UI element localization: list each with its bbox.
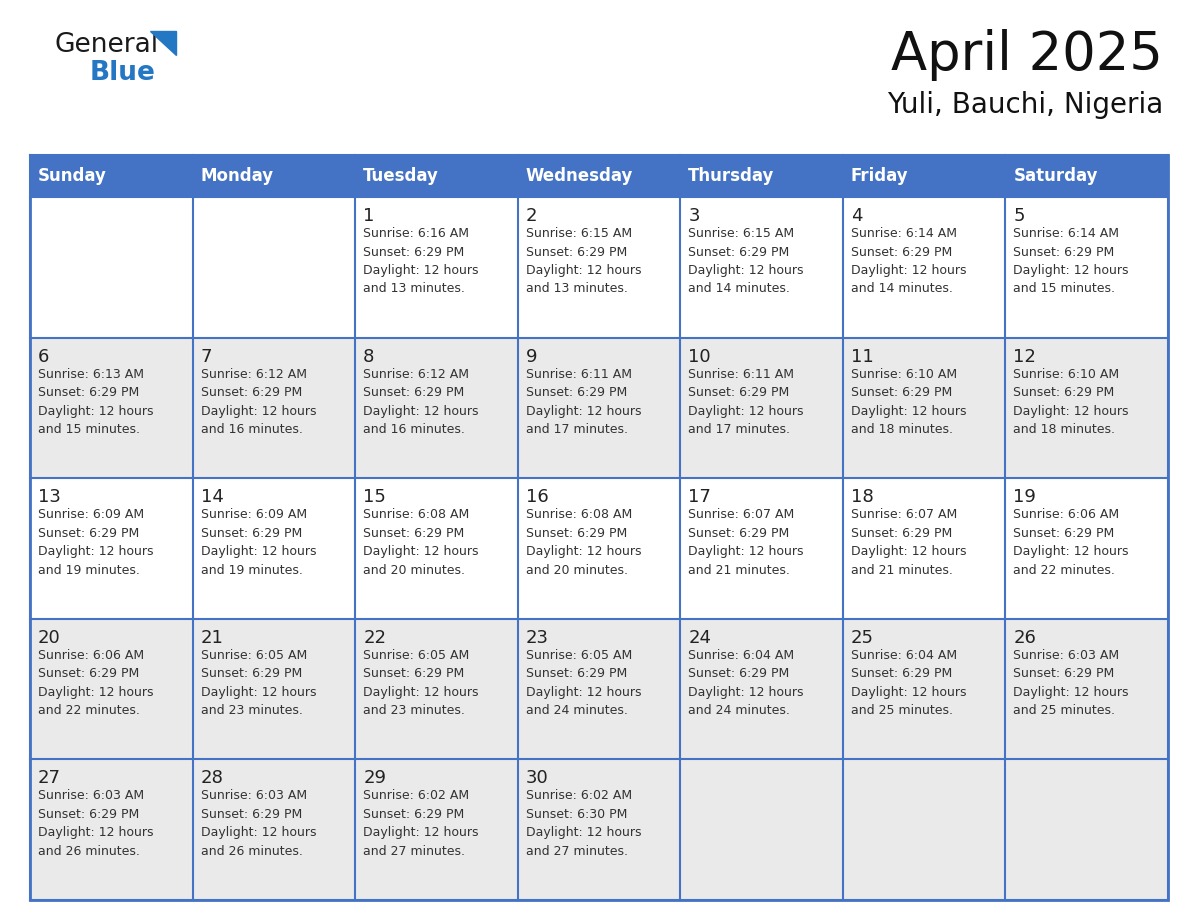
- Bar: [355, 155, 518, 197]
- Text: General: General: [55, 32, 159, 58]
- Bar: [30, 619, 1168, 759]
- Bar: [30, 338, 1168, 478]
- Text: 25: 25: [851, 629, 874, 647]
- Text: Sunrise: 6:15 AM
Sunset: 6:29 PM
Daylight: 12 hours
and 14 minutes.: Sunrise: 6:15 AM Sunset: 6:29 PM Dayligh…: [688, 227, 804, 296]
- Text: Blue: Blue: [90, 60, 156, 86]
- Text: 12: 12: [1013, 348, 1036, 365]
- Text: Sunrise: 6:04 AM
Sunset: 6:29 PM
Daylight: 12 hours
and 24 minutes.: Sunrise: 6:04 AM Sunset: 6:29 PM Dayligh…: [688, 649, 804, 717]
- Text: Sunrise: 6:09 AM
Sunset: 6:29 PM
Daylight: 12 hours
and 19 minutes.: Sunrise: 6:09 AM Sunset: 6:29 PM Dayligh…: [38, 509, 153, 577]
- Text: Sunrise: 6:05 AM
Sunset: 6:29 PM
Daylight: 12 hours
and 24 minutes.: Sunrise: 6:05 AM Sunset: 6:29 PM Dayligh…: [526, 649, 642, 717]
- Text: 16: 16: [526, 488, 549, 506]
- Text: Sunrise: 6:02 AM
Sunset: 6:30 PM
Daylight: 12 hours
and 27 minutes.: Sunrise: 6:02 AM Sunset: 6:30 PM Dayligh…: [526, 789, 642, 858]
- Text: 20: 20: [38, 629, 61, 647]
- Bar: [681, 155, 842, 197]
- Text: Yuli, Bauchi, Nigeria: Yuli, Bauchi, Nigeria: [886, 91, 1163, 119]
- Text: April 2025: April 2025: [891, 29, 1163, 81]
- Text: 2: 2: [526, 207, 537, 225]
- Text: 22: 22: [364, 629, 386, 647]
- Text: Tuesday: Tuesday: [364, 167, 440, 185]
- Text: Sunrise: 6:15 AM
Sunset: 6:29 PM
Daylight: 12 hours
and 13 minutes.: Sunrise: 6:15 AM Sunset: 6:29 PM Dayligh…: [526, 227, 642, 296]
- Text: 17: 17: [688, 488, 712, 506]
- Text: 23: 23: [526, 629, 549, 647]
- Text: 15: 15: [364, 488, 386, 506]
- Text: 27: 27: [38, 769, 61, 788]
- Text: Sunrise: 6:11 AM
Sunset: 6:29 PM
Daylight: 12 hours
and 17 minutes.: Sunrise: 6:11 AM Sunset: 6:29 PM Dayligh…: [688, 367, 804, 436]
- Text: 18: 18: [851, 488, 873, 506]
- Bar: [192, 155, 355, 197]
- Text: 29: 29: [364, 769, 386, 788]
- Text: Sunrise: 6:11 AM
Sunset: 6:29 PM
Daylight: 12 hours
and 17 minutes.: Sunrise: 6:11 AM Sunset: 6:29 PM Dayligh…: [526, 367, 642, 436]
- Text: Sunrise: 6:09 AM
Sunset: 6:29 PM
Daylight: 12 hours
and 19 minutes.: Sunrise: 6:09 AM Sunset: 6:29 PM Dayligh…: [201, 509, 316, 577]
- Text: 26: 26: [1013, 629, 1036, 647]
- Text: Sunrise: 6:07 AM
Sunset: 6:29 PM
Daylight: 12 hours
and 21 minutes.: Sunrise: 6:07 AM Sunset: 6:29 PM Dayligh…: [688, 509, 804, 577]
- Text: 7: 7: [201, 348, 213, 365]
- Text: 3: 3: [688, 207, 700, 225]
- Text: Sunrise: 6:04 AM
Sunset: 6:29 PM
Daylight: 12 hours
and 25 minutes.: Sunrise: 6:04 AM Sunset: 6:29 PM Dayligh…: [851, 649, 966, 717]
- Text: 14: 14: [201, 488, 223, 506]
- Text: Sunrise: 6:06 AM
Sunset: 6:29 PM
Daylight: 12 hours
and 22 minutes.: Sunrise: 6:06 AM Sunset: 6:29 PM Dayligh…: [38, 649, 153, 717]
- Text: 10: 10: [688, 348, 710, 365]
- Text: Sunday: Sunday: [38, 167, 107, 185]
- Text: 6: 6: [38, 348, 50, 365]
- Text: Sunrise: 6:05 AM
Sunset: 6:29 PM
Daylight: 12 hours
and 23 minutes.: Sunrise: 6:05 AM Sunset: 6:29 PM Dayligh…: [364, 649, 479, 717]
- Polygon shape: [150, 31, 176, 55]
- Bar: [30, 155, 192, 197]
- Text: Sunrise: 6:13 AM
Sunset: 6:29 PM
Daylight: 12 hours
and 15 minutes.: Sunrise: 6:13 AM Sunset: 6:29 PM Dayligh…: [38, 367, 153, 436]
- Text: Wednesday: Wednesday: [526, 167, 633, 185]
- Text: 21: 21: [201, 629, 223, 647]
- Text: Sunrise: 6:10 AM
Sunset: 6:29 PM
Daylight: 12 hours
and 18 minutes.: Sunrise: 6:10 AM Sunset: 6:29 PM Dayligh…: [1013, 367, 1129, 436]
- Text: Sunrise: 6:10 AM
Sunset: 6:29 PM
Daylight: 12 hours
and 18 minutes.: Sunrise: 6:10 AM Sunset: 6:29 PM Dayligh…: [851, 367, 966, 436]
- Bar: [30, 155, 1168, 900]
- Text: Sunrise: 6:03 AM
Sunset: 6:29 PM
Daylight: 12 hours
and 26 minutes.: Sunrise: 6:03 AM Sunset: 6:29 PM Dayligh…: [201, 789, 316, 858]
- Text: Sunrise: 6:12 AM
Sunset: 6:29 PM
Daylight: 12 hours
and 16 minutes.: Sunrise: 6:12 AM Sunset: 6:29 PM Dayligh…: [364, 367, 479, 436]
- Text: 8: 8: [364, 348, 374, 365]
- Text: Sunrise: 6:14 AM
Sunset: 6:29 PM
Daylight: 12 hours
and 15 minutes.: Sunrise: 6:14 AM Sunset: 6:29 PM Dayligh…: [1013, 227, 1129, 296]
- Text: Friday: Friday: [851, 167, 909, 185]
- Text: Sunrise: 6:07 AM
Sunset: 6:29 PM
Daylight: 12 hours
and 21 minutes.: Sunrise: 6:07 AM Sunset: 6:29 PM Dayligh…: [851, 509, 966, 577]
- Text: 24: 24: [688, 629, 712, 647]
- Text: Sunrise: 6:03 AM
Sunset: 6:29 PM
Daylight: 12 hours
and 26 minutes.: Sunrise: 6:03 AM Sunset: 6:29 PM Dayligh…: [38, 789, 153, 858]
- Text: 28: 28: [201, 769, 223, 788]
- Text: Sunrise: 6:05 AM
Sunset: 6:29 PM
Daylight: 12 hours
and 23 minutes.: Sunrise: 6:05 AM Sunset: 6:29 PM Dayligh…: [201, 649, 316, 717]
- Text: Sunrise: 6:02 AM
Sunset: 6:29 PM
Daylight: 12 hours
and 27 minutes.: Sunrise: 6:02 AM Sunset: 6:29 PM Dayligh…: [364, 789, 479, 858]
- Bar: [842, 155, 1005, 197]
- Text: Sunrise: 6:08 AM
Sunset: 6:29 PM
Daylight: 12 hours
and 20 minutes.: Sunrise: 6:08 AM Sunset: 6:29 PM Dayligh…: [526, 509, 642, 577]
- Bar: [518, 155, 681, 197]
- Text: 5: 5: [1013, 207, 1025, 225]
- Text: Sunrise: 6:06 AM
Sunset: 6:29 PM
Daylight: 12 hours
and 22 minutes.: Sunrise: 6:06 AM Sunset: 6:29 PM Dayligh…: [1013, 509, 1129, 577]
- Text: 4: 4: [851, 207, 862, 225]
- Text: 30: 30: [526, 769, 549, 788]
- Text: Monday: Monday: [201, 167, 273, 185]
- Text: Sunrise: 6:12 AM
Sunset: 6:29 PM
Daylight: 12 hours
and 16 minutes.: Sunrise: 6:12 AM Sunset: 6:29 PM Dayligh…: [201, 367, 316, 436]
- Text: Sunrise: 6:08 AM
Sunset: 6:29 PM
Daylight: 12 hours
and 20 minutes.: Sunrise: 6:08 AM Sunset: 6:29 PM Dayligh…: [364, 509, 479, 577]
- Bar: [1005, 155, 1168, 197]
- Text: 9: 9: [526, 348, 537, 365]
- Text: Saturday: Saturday: [1013, 167, 1098, 185]
- Bar: [30, 478, 1168, 619]
- Text: 19: 19: [1013, 488, 1036, 506]
- Text: 13: 13: [38, 488, 61, 506]
- Text: 1: 1: [364, 207, 374, 225]
- Text: Sunrise: 6:16 AM
Sunset: 6:29 PM
Daylight: 12 hours
and 13 minutes.: Sunrise: 6:16 AM Sunset: 6:29 PM Dayligh…: [364, 227, 479, 296]
- Bar: [30, 197, 1168, 338]
- Text: Sunrise: 6:14 AM
Sunset: 6:29 PM
Daylight: 12 hours
and 14 minutes.: Sunrise: 6:14 AM Sunset: 6:29 PM Dayligh…: [851, 227, 966, 296]
- Bar: [30, 759, 1168, 900]
- Text: Sunrise: 6:03 AM
Sunset: 6:29 PM
Daylight: 12 hours
and 25 minutes.: Sunrise: 6:03 AM Sunset: 6:29 PM Dayligh…: [1013, 649, 1129, 717]
- Text: Thursday: Thursday: [688, 167, 775, 185]
- Text: 11: 11: [851, 348, 873, 365]
